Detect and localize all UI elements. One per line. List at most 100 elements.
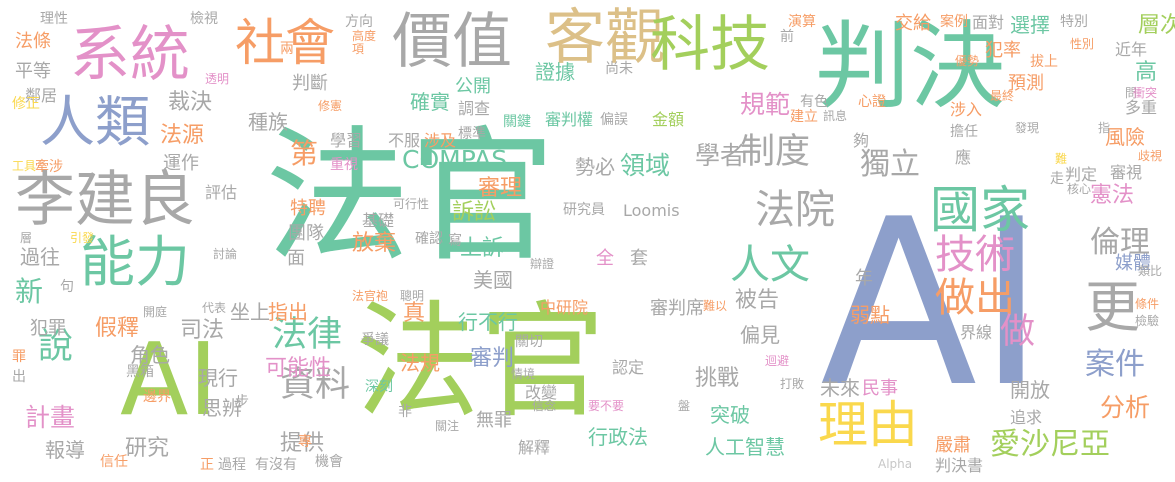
cloud-word: 檢視 xyxy=(190,11,218,27)
cloud-word: 審判席 xyxy=(650,298,704,319)
cloud-word: 裁決 xyxy=(168,90,213,115)
cloud-word: 評估 xyxy=(205,183,238,202)
cloud-word: 現行 xyxy=(198,366,238,390)
cloud-word: 深刻 xyxy=(365,379,393,395)
cloud-word: 工具 xyxy=(12,159,37,173)
cloud-word: 多重 xyxy=(1125,98,1158,117)
cloud-word: AI xyxy=(820,171,1046,438)
cloud-word: 坐上 xyxy=(230,300,270,324)
cloud-word: 關鍵 xyxy=(503,114,531,130)
cloud-word: 人文 xyxy=(730,242,810,288)
cloud-word: 司法 xyxy=(180,318,225,343)
cloud-word: 第 xyxy=(290,137,319,170)
cloud-word: 角色 xyxy=(130,343,170,367)
cloud-word: 法院 xyxy=(755,187,835,233)
cloud-word: 選擇 xyxy=(1010,13,1050,37)
cloud-word: 出 xyxy=(12,369,26,385)
cloud-word: 案例 xyxy=(940,14,968,30)
cloud-word: 民事 xyxy=(862,378,898,399)
cloud-word: 思辨 xyxy=(202,396,242,420)
cloud-word: 訊息 xyxy=(823,109,848,123)
cloud-word: 國家 xyxy=(930,181,1030,239)
cloud-word: 修憲 xyxy=(318,99,343,113)
cloud-word: 規範 xyxy=(740,90,791,119)
cloud-word: 犯罪 xyxy=(30,318,66,339)
cloud-word: 心證 xyxy=(858,94,886,110)
cloud-word: 嚴肅 xyxy=(935,435,971,456)
cloud-word: 判定 xyxy=(1065,165,1098,184)
cloud-word: 能力 xyxy=(80,230,191,294)
cloud-word: 層 xyxy=(20,231,33,245)
cloud-word: 衝突 xyxy=(1133,86,1158,100)
cloud-word: 兩 xyxy=(280,41,294,57)
cloud-word: AI xyxy=(120,321,218,438)
cloud-word: 無罪 xyxy=(476,410,512,431)
cloud-word: 牽涉 xyxy=(35,159,63,175)
cloud-word: 層次 xyxy=(1138,13,1175,38)
cloud-word: 人類 xyxy=(40,90,151,154)
cloud-word: 指 xyxy=(1098,121,1111,135)
cloud-word: 高 xyxy=(1135,60,1158,85)
cloud-word: 黑箱 xyxy=(126,364,154,380)
cloud-word: Alpha xyxy=(878,457,913,471)
cloud-word: 判決 xyxy=(815,12,1006,122)
cloud-word: 高度 xyxy=(352,29,377,43)
cloud-word: 證據 xyxy=(535,60,575,84)
cloud-word: 句 xyxy=(60,279,74,295)
cloud-word: 理由 xyxy=(818,396,918,454)
cloud-word: 建立 xyxy=(790,109,818,125)
cloud-word: 前 xyxy=(780,29,794,45)
cloud-word: 指出 xyxy=(268,300,308,324)
cloud-word: 上訴 xyxy=(460,236,505,261)
cloud-word: 判斷 xyxy=(292,73,328,94)
cloud-word: 系統 xyxy=(70,20,190,90)
cloud-word: 迴避 xyxy=(765,354,790,368)
cloud-word: 改變 xyxy=(525,383,558,402)
cloud-word: 說 xyxy=(38,327,74,367)
cloud-word: 審視 xyxy=(1110,163,1143,182)
cloud-word: 信任 xyxy=(100,454,128,470)
cloud-word: 關切 xyxy=(515,334,543,350)
cloud-word: 開放 xyxy=(1010,378,1050,402)
cloud-word: 提供 xyxy=(280,431,325,456)
cloud-word: 風險 xyxy=(1105,125,1145,149)
cloud-word: 條件 xyxy=(1135,297,1160,311)
cloud-word: 涉及 xyxy=(424,131,457,150)
cloud-word: 界線 xyxy=(960,323,993,342)
cloud-word: 審判 xyxy=(470,346,515,371)
cloud-word: 團隊 xyxy=(288,223,324,244)
cloud-word: 正 xyxy=(200,457,214,473)
cloud-word: 難以 xyxy=(703,299,728,313)
cloud-word: 運作 xyxy=(163,153,199,174)
cloud-word: 引發 xyxy=(70,231,95,245)
cloud-word: 類比 xyxy=(1138,264,1163,278)
cloud-word: 非 xyxy=(398,404,412,420)
cloud-word: 美國 xyxy=(473,268,513,292)
cloud-word: 關注 xyxy=(435,419,460,433)
cloud-word: 做出 xyxy=(935,275,1015,321)
cloud-word: 邊界 xyxy=(143,389,171,405)
cloud-word: 研究 xyxy=(125,436,170,461)
cloud-word: 年 xyxy=(855,268,873,289)
cloud-word: 領域 xyxy=(620,151,671,180)
cloud-word: 被告 xyxy=(735,288,780,313)
cloud-word: 訴訟 xyxy=(452,200,497,225)
cloud-word: 鄰居 xyxy=(25,86,58,105)
cloud-word: 分析 xyxy=(1100,393,1151,422)
cloud-word: 公開 xyxy=(455,76,491,97)
cloud-word: 報導 xyxy=(45,438,85,462)
cloud-word: 基礎 xyxy=(362,211,395,230)
cloud-word: 歧視 xyxy=(1138,149,1163,163)
cloud-word: 確實 xyxy=(410,90,450,114)
cloud-word: 法源 xyxy=(160,123,205,148)
cloud-word: 法條 xyxy=(15,31,51,52)
cloud-word: 偏誤 xyxy=(600,112,628,128)
cloud-word: 勢必 xyxy=(575,155,615,179)
cloud-word: 解釋 xyxy=(518,438,551,457)
cloud-word: 擔任 xyxy=(950,124,978,140)
cloud-word: 犯率 xyxy=(985,40,1021,61)
cloud-word: 全 xyxy=(596,248,614,269)
cloud-word: 偏見 xyxy=(740,323,780,347)
cloud-word: 法官袍 xyxy=(352,289,389,303)
